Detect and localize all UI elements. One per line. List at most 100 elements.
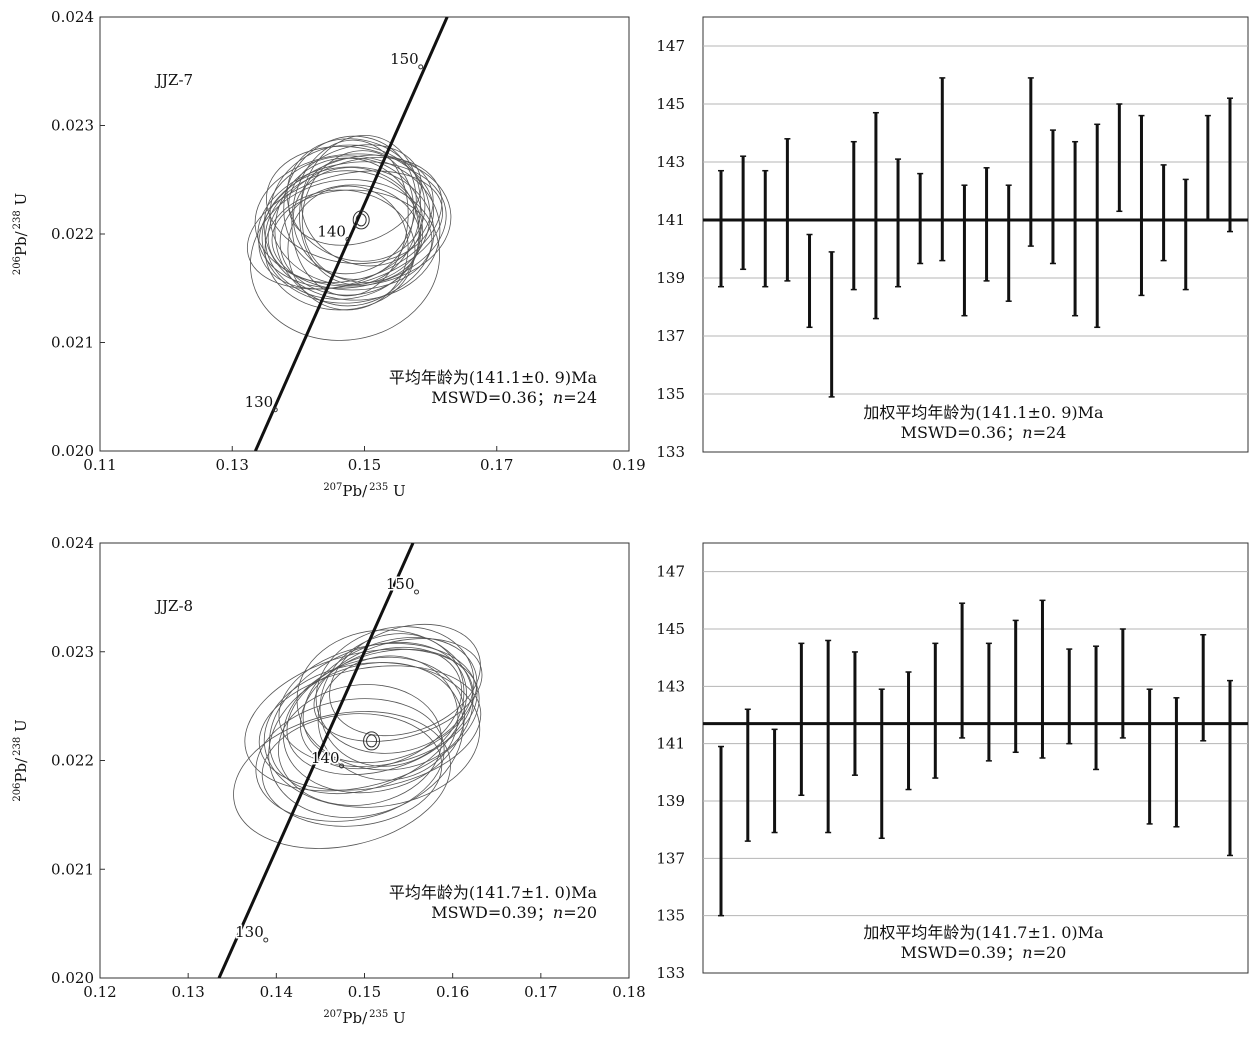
error-ellipse [299,135,421,285]
concordia-age-point [345,236,351,242]
y-label-sup: 206 [12,783,23,802]
error-ellipse [296,629,474,771]
x-tick-label: 0.12 [83,983,116,1001]
error-ellipse [258,154,434,290]
y-axis-label: 206Pb/238 U [12,719,30,801]
y-tick-label: 141 [656,735,685,753]
concordia-age-label: 130 [235,923,264,941]
x-label-sup2: 235 [369,482,388,493]
y-label-tail: U [12,719,30,736]
error-ellipse [271,189,433,291]
mswd-note: MSWD=0.39；n=20 [901,943,1067,962]
concordia-age-point [339,763,345,769]
error-ellipse [277,684,443,806]
x-label-sup2: 235 [369,1009,388,1020]
error-ellipse [264,170,422,300]
error-ellipse [268,662,464,818]
n-symbol: n [1022,943,1032,962]
mswd-prefix: MSWD=0.39； [431,903,553,922]
concordia-age-point [418,64,424,70]
y-tick-label: 0.020 [51,442,94,460]
error-ellipse [233,711,451,849]
y-tick-label: 147 [656,37,685,55]
y-tick-label: 0.021 [51,334,94,352]
sample-label: JJZ-8 [154,597,193,615]
error-ellipse [313,638,483,742]
y-tick-label: 0.023 [51,643,94,661]
concordia-age-label: 150 [386,575,415,593]
mswd-prefix: MSWD=0.39； [901,943,1023,962]
error-ellipse [244,648,480,792]
x-label-tail: U [388,482,405,500]
x-tick-label: 0.15 [348,983,381,1001]
y-axis-label: 206Pb/238 U [12,193,30,275]
y-tick-label: 133 [656,964,685,982]
concordia-age-label: 140 [317,222,346,240]
plot-area [246,17,452,451]
x-tick-label: 0.13 [216,456,249,474]
x-label-sup: 207 [323,1009,342,1020]
y-tick-label: 0.022 [51,752,94,770]
y-tick-label: 137 [656,327,685,345]
y-tick-label: 141 [656,211,685,229]
y-label-sup2: 238 [12,737,23,756]
mswd-note: MSWD=0.36；n=24 [901,423,1067,442]
x-tick-label: 0.11 [83,456,116,474]
mean-age-note: 平均年龄为(141.7±1. 0)Ma [389,883,598,902]
y-tick-label: 145 [656,620,685,638]
n-symbol: n [553,388,563,407]
error-ellipse [264,189,416,311]
n-value: =20 [1033,943,1067,962]
mswd-note: MSWD=0.39；n=20 [431,903,597,922]
y-tick-label: 143 [656,677,685,695]
concordia-age-label: 140 [311,749,340,767]
mswd-prefix: MSWD=0.36； [431,388,553,407]
mean-ellipse-inner [355,213,367,227]
x-label-sup: 207 [323,482,342,493]
error-ellipse [261,713,443,827]
y-tick-label: 0.021 [51,860,94,878]
x-tick-label: 0.18 [612,983,645,1001]
mean-age-note: 平均年龄为(141.1±0. 9)Ma [389,368,598,387]
y-tick-label: 143 [656,153,685,171]
y-tick-label: 139 [656,269,685,287]
plot-frame [702,542,1249,974]
error-ellipse [288,144,422,246]
y-tick-label: 0.023 [51,117,94,135]
y-label-base: Pb/ [12,757,30,783]
y-label-base: Pb/ [12,230,30,256]
x-tick-label: 0.15 [348,456,381,474]
mean-ellipse [363,731,381,751]
n-value: =20 [563,903,597,922]
error-ellipse [299,646,463,770]
y-label-sup2: 238 [12,210,23,229]
y-tick-label: 145 [656,95,685,113]
n-symbol: n [553,903,563,922]
weighted-mean-plot-jjz8: 133 135 137 139 141 143 145 147 加权平均年龄为(141.7±1.… [656,542,1249,982]
mean-ellipse [352,210,370,230]
mswd-note: MSWD=0.36；n=24 [431,388,597,407]
y-tick-label: 137 [656,849,685,867]
n-value: =24 [1033,423,1067,442]
y-tick-label: 0.024 [51,534,94,552]
error-ellipse [258,665,482,791]
n-value: =24 [563,388,597,407]
concordia-plot-jjz8: 0.12 0.13 0.14 0.15 0.16 0.17 0.18 0.020 0.021 0.… [12,534,646,1027]
error-ellipse [287,185,409,311]
y-label-tail: U [12,193,30,210]
error-ellipse [257,161,447,289]
error-ellipse [274,157,420,307]
y-tick-label: 139 [656,792,685,810]
y-tick-label: 135 [656,907,685,925]
error-ellipse [254,153,452,287]
x-tick-label: 0.16 [436,983,469,1001]
plot-frame [702,16,1249,453]
x-tick-label: 0.17 [524,983,557,1001]
error-ellipse [266,145,434,265]
x-label-tail: U [388,1009,405,1027]
weighted-mean-note: 加权平均年龄为(141.1±0. 9)Ma [863,403,1104,422]
concordia-age-label: 150 [390,50,419,68]
x-tick-label: 0.19 [612,456,645,474]
sample-label: JJZ-7 [154,71,193,89]
